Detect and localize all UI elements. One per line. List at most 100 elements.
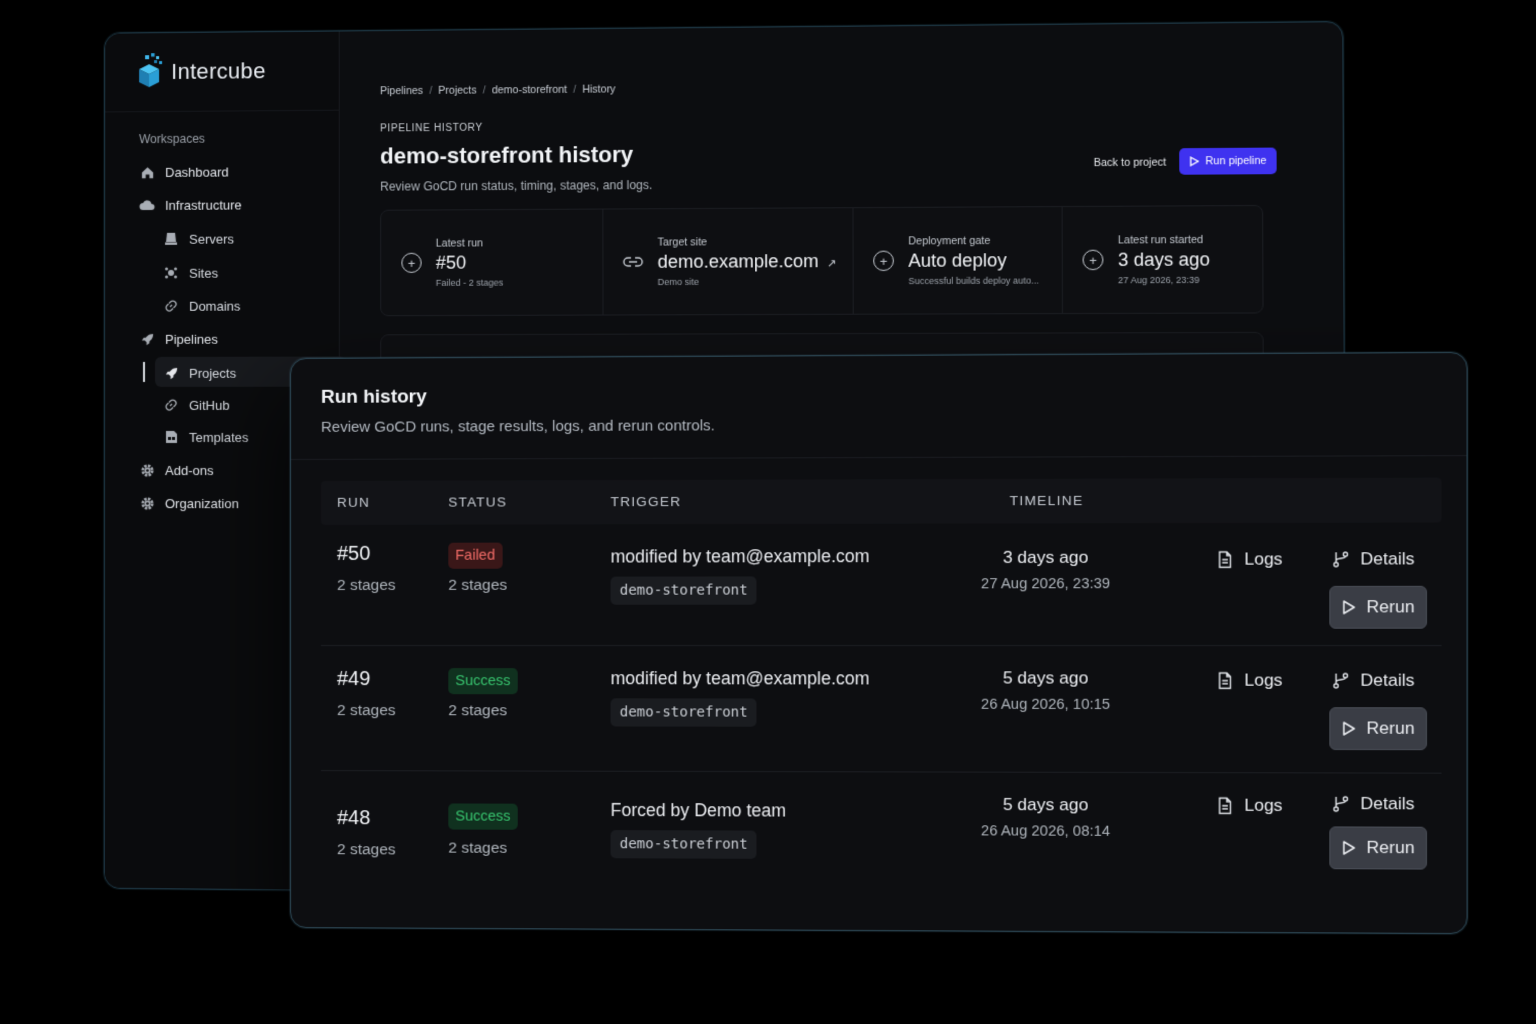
stat-label: Target site <box>657 236 708 249</box>
breadcrumb-project[interactable]: demo-storefront <box>491 83 568 97</box>
intercube-logo-icon <box>139 53 163 88</box>
timeline-relative: 5 days ago <box>1002 794 1089 815</box>
details-button[interactable]: Details <box>1331 794 1414 815</box>
sidebar-item-sites[interactable]: Sites <box>163 261 218 285</box>
sidebar-item-github[interactable]: GitHub <box>163 393 230 417</box>
play-icon <box>1190 156 1199 166</box>
workspaces-label: Workspaces <box>139 131 205 147</box>
sidebar-item-organization[interactable]: Organization <box>139 491 239 515</box>
template-icon <box>163 429 179 445</box>
plus-circle-icon: + <box>1082 249 1104 271</box>
sidebar-item-label: Pipelines <box>165 331 218 347</box>
run-stages: 2 stages <box>336 576 396 594</box>
details-label: Details <box>1360 670 1415 690</box>
sidebar-item-pipelines[interactable]: Pipelines <box>139 327 218 351</box>
rerun-label: Rerun <box>1366 597 1415 617</box>
rerun-button[interactable]: Rerun <box>1329 826 1427 870</box>
logs-label: Logs <box>1244 549 1283 569</box>
plus-circle-icon: + <box>873 250 894 272</box>
external-link-icon: ↗ <box>826 257 837 271</box>
stat-label: Latest run started <box>1117 233 1204 247</box>
status-badge: Failed <box>448 542 503 569</box>
rerun-label: Rerun <box>1366 837 1415 858</box>
run-number[interactable]: #49 <box>336 668 371 691</box>
timeline-relative: 3 days ago <box>1002 547 1089 568</box>
sites-icon <box>163 265 179 281</box>
sidebar-item-label: Organization <box>164 495 239 511</box>
sidebar-item-dashboard[interactable]: Dashboard <box>139 160 229 185</box>
logs-button[interactable]: Logs <box>1215 670 1283 690</box>
logs-button[interactable]: Logs <box>1215 549 1283 569</box>
pipeline-chip: demo-storefront <box>610 830 757 859</box>
sidebar-item-label: Domains <box>189 298 241 314</box>
stat-latest-started: + Latest run started 3 days ago 27 Aug 2… <box>1082 206 1210 313</box>
run-pipeline-button[interactable]: Run pipeline <box>1179 147 1278 175</box>
server-icon <box>163 231 179 247</box>
brand-logo[interactable]: Intercube <box>135 50 266 93</box>
logs-label: Logs <box>1244 795 1283 816</box>
play-icon <box>1342 600 1357 614</box>
sidebar-item-templates[interactable]: Templates <box>163 425 249 449</box>
status-stages: 2 stages <box>448 839 508 857</box>
gear-icon <box>139 495 155 511</box>
panel-divider <box>290 455 1467 460</box>
link-icon <box>163 298 179 314</box>
rocket-icon <box>139 331 155 347</box>
sidebar-item-servers[interactable]: Servers <box>163 227 234 251</box>
details-button[interactable]: Details <box>1331 671 1414 691</box>
status-stages: 2 stages <box>448 702 508 720</box>
table-row: #49 2 stages Success 2 stages modified b… <box>321 646 1442 773</box>
run-history-panel: Run history Review GoCD runs, stage resu… <box>290 351 1468 935</box>
table-header: RUN STATUS TRIGGER TIMELINE <box>320 477 1442 525</box>
link-icon <box>163 397 179 413</box>
breadcrumb-pipelines[interactable]: Pipelines <box>380 84 424 98</box>
logs-button[interactable]: Logs <box>1215 795 1283 817</box>
status-badge: Success <box>448 668 518 695</box>
page-subtitle: Review GoCD run status, timing, stages, … <box>380 177 653 194</box>
stat-note: Successful builds deploy auto... <box>908 275 1040 287</box>
table-row: #48 2 stages Success 2 stages Forced by … <box>321 771 1442 906</box>
sidebar-item-label: Infrastructure <box>165 196 242 213</box>
target-site-link[interactable]: demo.example.com ↗ <box>658 251 837 273</box>
status-stages: 2 stages <box>448 576 508 594</box>
sidebar-item-domains[interactable]: Domains <box>163 294 241 318</box>
branch-icon <box>1331 795 1350 813</box>
back-to-project-link[interactable]: Back to project <box>1093 156 1167 170</box>
sidebar-item-add-ons[interactable]: Add-ons <box>139 458 214 482</box>
stat-label: Deployment gate <box>908 234 991 248</box>
timeline-absolute: 27 Aug 2026, 23:39 <box>981 576 1111 593</box>
stat-deployment-gate: + Deployment gate Auto deploy Successful… <box>873 207 1039 313</box>
column-status: STATUS <box>448 494 508 510</box>
sidebar-divider <box>105 109 339 113</box>
details-button[interactable]: Details <box>1331 549 1414 570</box>
run-number[interactable]: #50 <box>336 542 371 565</box>
breadcrumb-projects[interactable]: Projects <box>438 84 477 97</box>
stat-value: demo.example.com <box>657 250 819 272</box>
stat-note: Demo site <box>657 276 700 288</box>
stat-divider <box>1061 207 1063 314</box>
sidebar-item-infrastructure[interactable]: Infrastructure <box>139 192 242 217</box>
timeline-relative: 5 days ago <box>1002 668 1089 688</box>
timeline-absolute: 26 Aug 2026, 10:15 <box>981 696 1111 714</box>
stat-note: 27 Aug 2026, 23:39 <box>1118 274 1200 286</box>
sidebar-item-projects[interactable]: Projects <box>163 361 236 385</box>
sidebar-item-label: Dashboard <box>165 164 229 180</box>
sidebar-item-label: Projects <box>189 365 237 381</box>
sidebar-item-label: GitHub <box>189 397 230 413</box>
run-number[interactable]: #48 <box>336 807 371 830</box>
branch-icon <box>1331 672 1350 690</box>
document-icon <box>1215 550 1234 568</box>
summary-stats: + Latest run #50 Failed - 2 stages Targe… <box>380 204 1264 317</box>
logs-label: Logs <box>1244 670 1283 690</box>
rerun-button[interactable]: Rerun <box>1329 707 1427 751</box>
table-row: #50 2 stages Failed 2 stages modified by… <box>321 523 1442 646</box>
details-label: Details <box>1360 793 1415 814</box>
run-stages: 2 stages <box>336 702 396 720</box>
sidebar-item-label: Servers <box>189 231 234 247</box>
sidebar-item-label: Sites <box>189 265 219 281</box>
plus-circle-icon: + <box>401 252 422 273</box>
rerun-button[interactable]: Rerun <box>1329 585 1427 629</box>
home-icon <box>139 164 155 180</box>
stat-value: Auto deploy <box>908 250 1007 271</box>
pipeline-chip: demo-storefront <box>610 576 757 605</box>
